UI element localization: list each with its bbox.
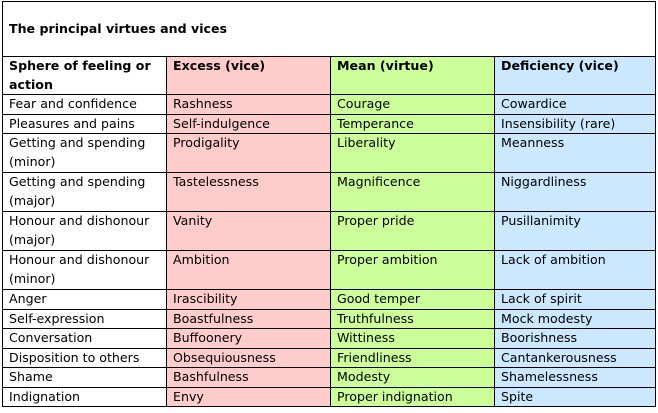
cell-sphere[interactable]: Getting and spending (minor) bbox=[2, 133, 167, 173]
cell-mean[interactable]: Courage bbox=[330, 94, 495, 115]
header-excess[interactable]: Excess (vice) bbox=[166, 56, 331, 95]
cell-sphere[interactable]: Self-expression bbox=[2, 308, 167, 329]
table-row: Anger Irascibility Good temper Lack of s… bbox=[2, 289, 657, 310]
cell-mean[interactable]: Proper ambition bbox=[330, 250, 495, 290]
cell-sphere[interactable]: Pleasures and pains bbox=[2, 113, 167, 134]
table-row: Honour and dishonour (minor) Ambition Pr… bbox=[2, 250, 657, 290]
cell-deficiency[interactable]: Boorishness bbox=[493, 328, 657, 349]
cell-mean[interactable]: Good temper bbox=[330, 289, 495, 310]
table-title[interactable]: The principal virtues and vices bbox=[1, 1, 657, 57]
header-row: Sphere of feeling or action Excess (vice… bbox=[2, 56, 657, 95]
cell-sphere[interactable]: Anger bbox=[2, 289, 167, 310]
cell-mean[interactable]: Wittiness bbox=[330, 328, 495, 349]
header-mean[interactable]: Mean (virtue) bbox=[330, 56, 495, 95]
cell-deficiency[interactable]: Pusillanimity bbox=[493, 211, 657, 251]
table-row: Indignation Envy Proper indignation Spit… bbox=[2, 386, 657, 407]
cell-excess[interactable]: Ambition bbox=[166, 250, 331, 290]
cell-sphere[interactable]: Honour and dishonour (minor) bbox=[2, 250, 167, 290]
cell-sphere[interactable]: Shame bbox=[2, 367, 167, 388]
table-row: Getting and spending (minor) Prodigality… bbox=[2, 133, 657, 173]
cell-excess[interactable]: Prodigality bbox=[166, 133, 331, 173]
cell-deficiency[interactable]: Cantankerousness bbox=[493, 347, 657, 368]
cell-mean[interactable]: Liberality bbox=[330, 133, 495, 173]
cell-excess[interactable]: Rashness bbox=[166, 94, 331, 115]
cell-mean[interactable]: Friendliness bbox=[330, 347, 495, 368]
cell-sphere[interactable]: Getting and spending (major) bbox=[2, 172, 167, 212]
table-row: Pleasures and pains Self-indulgence Temp… bbox=[2, 113, 657, 134]
cell-excess[interactable]: Irascibility bbox=[166, 289, 331, 310]
cell-sphere[interactable]: Fear and confidence bbox=[2, 94, 167, 115]
cell-deficiency[interactable]: Lack of ambition bbox=[493, 250, 657, 290]
table-row: Disposition to others Obsequiousness Fri… bbox=[2, 347, 657, 368]
table-row: Honour and dishonour (major) Vanity Prop… bbox=[2, 211, 657, 251]
cell-mean[interactable]: Magnificence bbox=[330, 172, 495, 212]
header-deficiency[interactable]: Deficiency (vice) bbox=[493, 56, 657, 95]
cell-mean[interactable]: Proper indignation bbox=[330, 386, 495, 407]
cell-deficiency[interactable]: Meanness bbox=[493, 133, 657, 173]
cell-excess[interactable]: Vanity bbox=[166, 211, 331, 251]
cell-excess[interactable]: Buffoonery bbox=[166, 328, 331, 349]
cell-mean[interactable]: Proper pride bbox=[330, 211, 495, 251]
cell-excess[interactable]: Self-indulgence bbox=[166, 113, 331, 134]
cell-sphere[interactable]: Indignation bbox=[2, 386, 167, 407]
table-row: Conversation Buffoonery Wittiness Booris… bbox=[2, 328, 657, 349]
cell-excess[interactable]: Tastelessness bbox=[166, 172, 331, 212]
cell-mean[interactable]: Truthfulness bbox=[330, 308, 495, 329]
cell-sphere[interactable]: Disposition to others bbox=[2, 347, 167, 368]
cell-deficiency[interactable]: Insensibility (rare) bbox=[493, 113, 657, 134]
cell-sphere[interactable]: Honour and dishonour (major) bbox=[2, 211, 167, 251]
cell-excess[interactable]: Obsequiousness bbox=[166, 347, 331, 368]
cell-deficiency[interactable]: Niggardliness bbox=[493, 172, 657, 212]
cell-deficiency[interactable]: Shamelessness bbox=[493, 367, 657, 388]
table-row: Shame Bashfulness Modesty Shamelessness bbox=[2, 367, 657, 388]
cell-sphere[interactable]: Conversation bbox=[2, 328, 167, 349]
cell-mean[interactable]: Temperance bbox=[330, 113, 495, 134]
cell-mean[interactable]: Modesty bbox=[330, 367, 495, 388]
table-row: Fear and confidence Rashness Courage Cow… bbox=[2, 94, 657, 115]
cell-deficiency[interactable]: Lack of spirit bbox=[493, 289, 657, 310]
cell-excess[interactable]: Boastfulness bbox=[166, 308, 331, 329]
header-sphere[interactable]: Sphere of feeling or action bbox=[2, 56, 167, 95]
cell-deficiency[interactable]: Mock modesty bbox=[493, 308, 657, 329]
cell-deficiency[interactable]: Cowardice bbox=[493, 94, 657, 115]
table-row: Getting and spending (major) Tastelessne… bbox=[2, 172, 657, 212]
cell-excess[interactable]: Bashfulness bbox=[166, 367, 331, 388]
table-row: Self-expression Boastfulness Truthfulnes… bbox=[2, 308, 657, 329]
cell-deficiency[interactable]: Spite bbox=[493, 386, 657, 407]
cell-excess[interactable]: Envy bbox=[166, 386, 331, 407]
